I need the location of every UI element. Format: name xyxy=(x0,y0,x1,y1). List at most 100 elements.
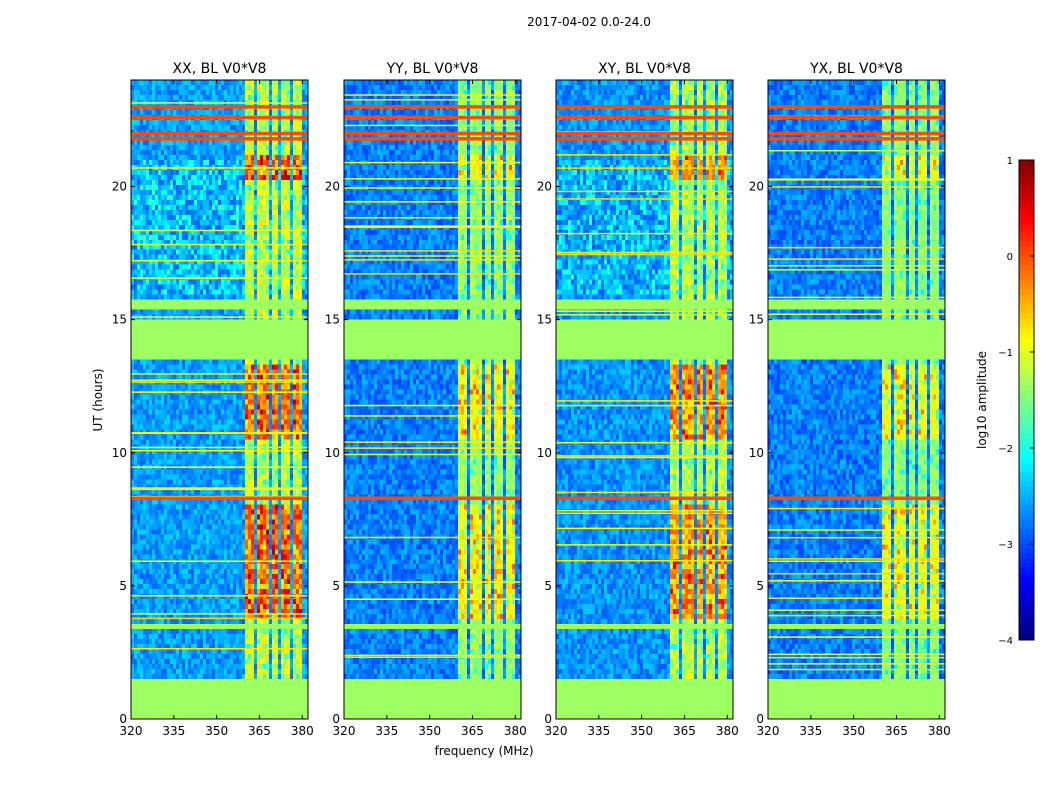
heatmap-cell xyxy=(134,209,138,216)
heatmap-cell xyxy=(224,374,228,381)
heatmap-cell xyxy=(152,179,156,186)
heatmap-cell xyxy=(275,109,279,116)
heatmap-cell xyxy=(143,334,147,341)
heatmap-cell xyxy=(260,169,264,176)
heatmap-cell xyxy=(278,244,282,251)
heatmap-cell xyxy=(305,84,308,91)
heatmap-cell xyxy=(290,234,294,241)
heatmap-cell xyxy=(272,189,276,196)
heatmap-cell xyxy=(269,179,273,186)
heatmap-cell xyxy=(224,369,228,376)
heatmap-cell xyxy=(296,249,300,256)
heatmap-cell xyxy=(263,214,267,221)
heatmap-cell xyxy=(266,179,270,186)
heatmap-cell xyxy=(293,179,297,186)
heatmap-cell xyxy=(167,299,171,306)
heatmap-cell xyxy=(200,289,204,296)
heatmap-cell xyxy=(143,374,147,381)
heatmap-cell xyxy=(164,154,168,161)
heatmap-cell xyxy=(134,474,138,480)
heatmap-cell xyxy=(176,249,180,256)
heatmap-cell xyxy=(269,309,273,316)
heatmap-cell xyxy=(263,149,267,156)
heatmap-cell xyxy=(275,214,279,221)
heatmap-cell xyxy=(167,339,171,346)
heatmap-cell xyxy=(248,219,252,226)
heatmap-cell xyxy=(152,149,156,156)
heatmap-cell xyxy=(290,419,294,425)
heatmap-cell xyxy=(161,339,165,346)
heatmap-cell xyxy=(275,119,279,126)
heatmap-cell xyxy=(227,409,231,415)
heatmap-cell xyxy=(251,364,255,371)
heatmap-cell xyxy=(182,94,186,101)
heatmap-cell xyxy=(191,394,195,400)
heatmap-cell xyxy=(158,414,162,420)
heatmap-cell xyxy=(215,359,219,366)
heatmap-cell xyxy=(218,329,222,336)
heatmap-cell xyxy=(260,284,264,291)
heatmap-cell xyxy=(167,179,171,186)
heatmap-cell xyxy=(209,89,213,96)
heatmap-cell xyxy=(197,80,201,86)
heatmap-cell xyxy=(203,359,207,366)
heatmap-cell xyxy=(287,189,291,196)
heatmap-cell xyxy=(167,419,171,425)
heatmap-cell xyxy=(290,424,294,430)
heatmap-cell xyxy=(305,204,308,211)
heatmap-cell xyxy=(203,80,207,86)
heatmap-cell xyxy=(296,339,300,346)
heatmap-cell xyxy=(281,189,285,196)
heatmap-cell xyxy=(152,474,156,480)
heatmap-cell xyxy=(293,229,297,236)
heatmap-cell xyxy=(302,184,306,191)
heatmap-cell xyxy=(284,89,288,96)
heatmap-cell xyxy=(203,89,207,96)
heatmap-cell xyxy=(248,279,252,286)
heatmap-cell xyxy=(140,424,144,430)
heatmap-cell xyxy=(194,254,198,261)
heatmap-cell xyxy=(266,254,270,261)
heatmap-cell xyxy=(218,334,222,341)
heatmap-cell xyxy=(302,209,306,216)
heatmap-cell xyxy=(194,269,198,276)
heatmap-cell xyxy=(302,439,306,445)
heatmap-cell xyxy=(251,204,255,211)
heatmap-cell xyxy=(173,419,177,425)
heatmap-cell xyxy=(287,299,291,306)
heatmap-cell xyxy=(146,224,150,231)
heatmap-cell xyxy=(284,179,288,186)
heatmap-cell xyxy=(212,474,216,480)
heatmap-cell xyxy=(233,244,237,251)
heatmap-cell xyxy=(248,124,252,131)
heatmap-cell xyxy=(209,344,213,351)
heatmap-cell xyxy=(146,194,150,201)
heatmap-cell xyxy=(146,424,150,430)
heatmap-cell xyxy=(215,324,219,331)
heatmap-cell xyxy=(287,344,291,351)
heatmap-cell xyxy=(194,174,198,181)
heatmap-cell xyxy=(197,174,201,181)
heatmap-cell xyxy=(269,249,273,256)
heatmap-cell xyxy=(173,204,177,211)
heatmap-cell xyxy=(290,194,294,201)
heatmap-cell xyxy=(302,89,306,96)
heatmap-cell xyxy=(272,144,276,151)
heatmap-cell xyxy=(233,179,237,186)
heatmap-cell xyxy=(170,269,174,276)
heatmap-cell xyxy=(239,234,243,241)
heatmap-cell xyxy=(290,149,294,156)
heatmap-cell xyxy=(218,214,222,221)
heatmap-cell xyxy=(230,419,234,425)
heatmap-cell xyxy=(209,144,213,151)
heatmap-cell xyxy=(176,449,180,455)
heatmap-cell xyxy=(203,124,207,131)
heatmap-cell xyxy=(164,304,168,311)
heatmap-cell xyxy=(248,159,252,166)
heatmap-cell xyxy=(257,434,261,440)
heatmap-cell xyxy=(206,434,210,440)
heatmap-cell xyxy=(191,354,195,361)
heatmap-cell xyxy=(182,374,186,381)
heatmap-cell xyxy=(131,229,135,236)
